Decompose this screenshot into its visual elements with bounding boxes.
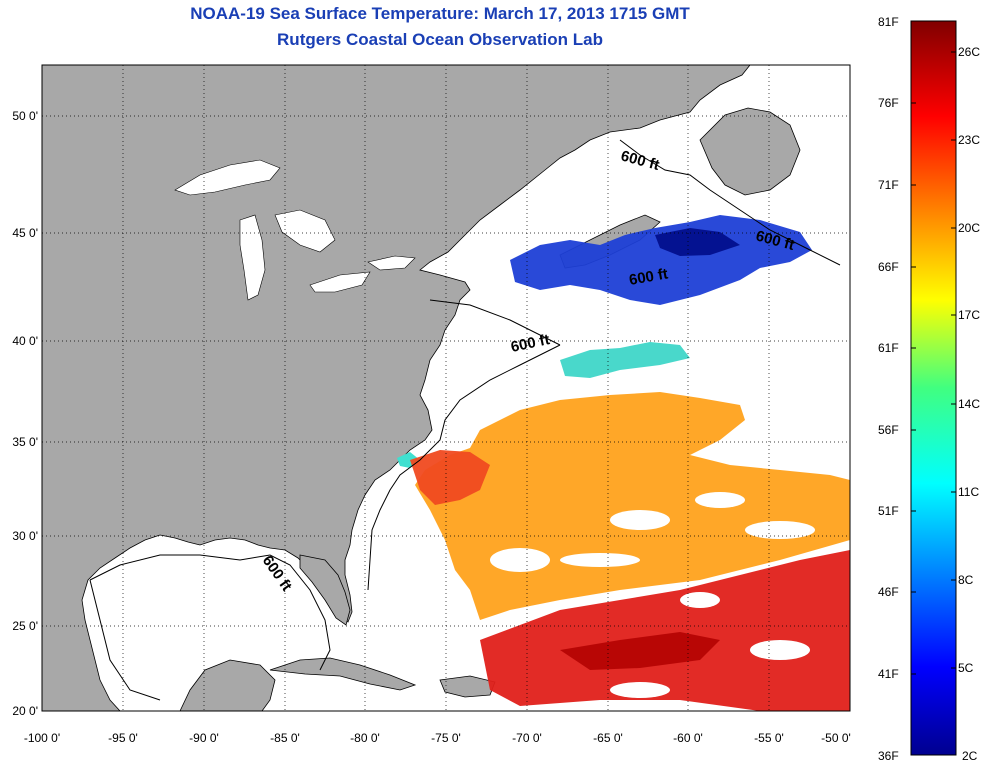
lon-tick-label: -50 0': [821, 731, 851, 745]
longitude-labels: -100 0' -95 0' -90 0' -85 0' -80 0' -75 …: [24, 731, 851, 745]
map-title: NOAA-19 Sea Surface Temperature: March 1…: [190, 4, 690, 23]
sst-darkred-patch: [560, 632, 720, 670]
lon-tick-label: -85 0': [270, 731, 300, 745]
map-subtitle: Rutgers Coastal Ocean Observation Lab: [277, 30, 603, 49]
cloud-gaps: [490, 492, 815, 698]
colorbar-c-label: 20C: [958, 221, 981, 235]
colorbar-c-label: 26C: [958, 45, 981, 59]
colorbar-f-label: 66F: [878, 260, 899, 274]
cuba-land: [269, 657, 417, 691]
sst-darkblue-patch: [655, 228, 740, 256]
lon-tick-label: -95 0': [108, 731, 138, 745]
lat-tick-label: 20 0': [12, 704, 38, 718]
colorbar-f-label: 81F: [878, 15, 899, 29]
contour-label: 600 ft: [628, 265, 670, 289]
florida-land: [299, 554, 351, 626]
colorbar-f-label: 56F: [878, 423, 899, 437]
hispaniola-land: [439, 675, 496, 698]
sst-red-plume: [410, 450, 490, 505]
colorbar-c-label: 17C: [958, 308, 981, 322]
colorbar-c-label: 5C: [958, 661, 974, 675]
sst-cold-northeast: [510, 215, 812, 305]
lat-tick-label: 50 0': [12, 109, 38, 123]
great-lakes: [174, 159, 416, 301]
sst-coverage: [397, 215, 850, 711]
sst-red-south: [480, 550, 850, 711]
colorbar: [910, 20, 957, 756]
colorbar-f-label: 46F: [878, 585, 899, 599]
lat-tick-label: 40 0': [12, 334, 38, 348]
lon-tick-label: -55 0': [754, 731, 784, 745]
map-grid: [42, 65, 850, 711]
600ft-contour: [89, 139, 841, 701]
colorbar-f-label: 71F: [878, 178, 899, 192]
lat-tick-label: 35 0': [12, 435, 38, 449]
colorbar-f-label: 41F: [878, 667, 899, 681]
colorbar-f-label: 36F: [878, 749, 899, 763]
yucatan-land: [179, 659, 276, 711]
lon-tick-label: -100 0': [24, 731, 60, 745]
colorbar-c-label: 14C: [958, 397, 981, 411]
newfoundland-land: [699, 107, 801, 196]
north-america-land: [42, 65, 751, 711]
colorbar-c-label: 23C: [958, 133, 981, 147]
colorbar-c-label: 8C: [958, 573, 974, 587]
lon-tick-label: -65 0': [593, 731, 623, 745]
colorbar-f-label: 51F: [878, 504, 899, 518]
lon-tick-label: -60 0': [673, 731, 703, 745]
colorbar-f-label: 76F: [878, 96, 899, 110]
lon-tick-label: -90 0': [189, 731, 219, 745]
colorbar-gradient: [910, 20, 957, 756]
map-area: [42, 65, 850, 711]
sst-cyan-band: [560, 342, 690, 378]
colorbar-c-label: 2C: [962, 749, 978, 763]
lat-tick-label: 45 0': [12, 226, 38, 240]
lat-tick-label: 25 0': [12, 619, 38, 633]
colorbar-c-label: 11C: [958, 485, 980, 499]
lon-tick-label: -70 0': [512, 731, 542, 745]
map-frame: [41, 64, 851, 712]
latitude-labels: 50 0' 45 0' 40 0' 35 0' 30 0' 25 0' 20 0…: [12, 109, 38, 718]
lon-tick-label: -80 0': [350, 731, 380, 745]
lon-tick-label: -75 0': [431, 731, 461, 745]
colorbar-f-label: 61F: [878, 341, 899, 355]
lat-tick-label: 30 0': [12, 529, 38, 543]
